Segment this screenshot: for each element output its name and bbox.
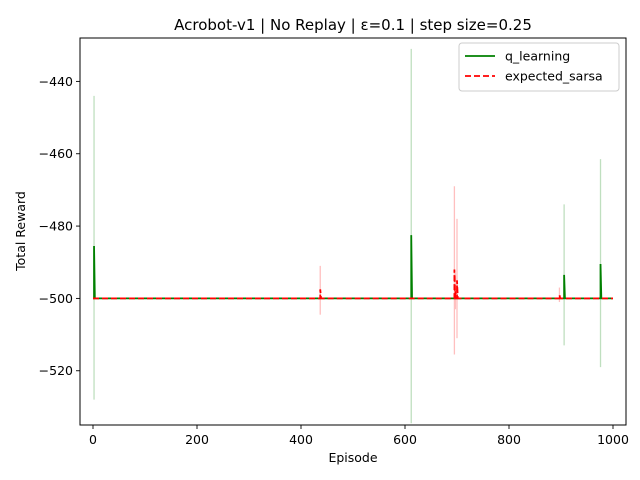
legend-label-q-learning: q_learning xyxy=(505,49,570,64)
x-tick-label: 800 xyxy=(497,432,521,447)
x-axis-ticks: 0 200 400 600 800 1000 xyxy=(89,425,629,447)
legend-label-expected-sarsa: expected_sarsa xyxy=(505,69,603,84)
y-tick-label: −500 xyxy=(39,291,73,306)
chart-title: Acrobot-v1 | No Replay | ε=0.1 | step si… xyxy=(174,16,532,34)
y-tick-label: −480 xyxy=(39,219,73,234)
y-tick-label: −460 xyxy=(39,146,73,161)
y-axis-ticks: −520 −500 −480 −460 −440 xyxy=(39,74,80,378)
legend-box xyxy=(458,42,620,92)
series-line-expected_sarsa xyxy=(93,269,613,300)
legend: q_learning expected_sarsa xyxy=(458,42,620,92)
x-tick-label: 1000 xyxy=(597,432,629,447)
x-axis-label: Episode xyxy=(328,450,377,465)
y-tick-label: −520 xyxy=(39,363,73,378)
y-tick-label: −440 xyxy=(39,74,73,89)
axes-frame xyxy=(79,37,627,426)
x-tick-label: 0 xyxy=(89,432,97,447)
x-tick-label: 600 xyxy=(393,432,417,447)
x-tick-label: 400 xyxy=(289,432,313,447)
series-lines xyxy=(93,235,613,300)
y-axis-label: Total Reward xyxy=(13,191,28,272)
x-tick-label: 200 xyxy=(185,432,209,447)
